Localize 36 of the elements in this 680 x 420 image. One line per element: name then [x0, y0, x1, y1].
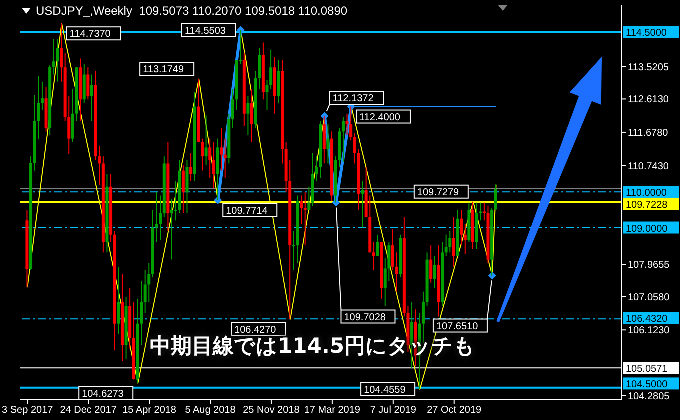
annotation: 106.4270 [234, 324, 277, 336]
chart-title: USDJPY_,Weekly 109.5073 110.2070 109.5018 110.0890 [36, 4, 348, 18]
ref-line-label: 109.7228 [626, 200, 668, 212]
annotation: 112.4000 [359, 112, 401, 124]
x-tick-label: 27 Oct 2019 [427, 405, 482, 416]
x-tick-label: 25 Nov 2018 [243, 405, 300, 416]
y-tick-label: 113.5205 [628, 62, 670, 74]
ref-line-label: 109.0000 [626, 224, 668, 235]
ref-line-label: 104.5000 [626, 380, 668, 391]
ref-line-label: 105.0571 [626, 364, 668, 376]
ref-line-label: 114.5000 [626, 28, 668, 40]
annotation: 104.6273 [82, 388, 124, 400]
y-tick-label: 112.6130 [628, 94, 670, 106]
y-tick-label: 107.9655 [628, 260, 670, 272]
annotation: 114.5503 [184, 26, 226, 37]
annotation: 109.7279 [417, 187, 460, 198]
y-tick-label: 111.6780 [628, 128, 669, 140]
annotation: 114.7370 [70, 29, 112, 40]
annotation: 104.4559 [364, 384, 406, 396]
annotation: 109.7714 [226, 206, 268, 217]
ref-line-label: 110.0000 [626, 188, 668, 200]
x-tick-label: 7 Jul 2019 [370, 405, 417, 416]
annotation: 113.1749 [143, 64, 184, 76]
annotation: 109.7028 [344, 312, 386, 324]
y-tick-label: 107.0580 [628, 292, 670, 304]
ref-line-label: 106.4320 [626, 314, 668, 326]
y-tick-label: 104.2805 [628, 391, 670, 402]
y-tick-label: 110.7430 [628, 161, 670, 172]
x-tick-label: 24 Dec 2017 [60, 405, 118, 416]
annotation: 112.1372 [332, 94, 374, 105]
y-tick-label: 106.1230 [628, 326, 670, 337]
x-tick-label: 5 Aug 2018 [185, 405, 236, 416]
x-tick-label: 17 Mar 2019 [304, 405, 361, 416]
x-tick-label: 3 Sep 2017 [2, 405, 54, 416]
x-tick-label: 15 Apr 2018 [122, 405, 177, 416]
annotation: 107.6510 [436, 321, 479, 332]
